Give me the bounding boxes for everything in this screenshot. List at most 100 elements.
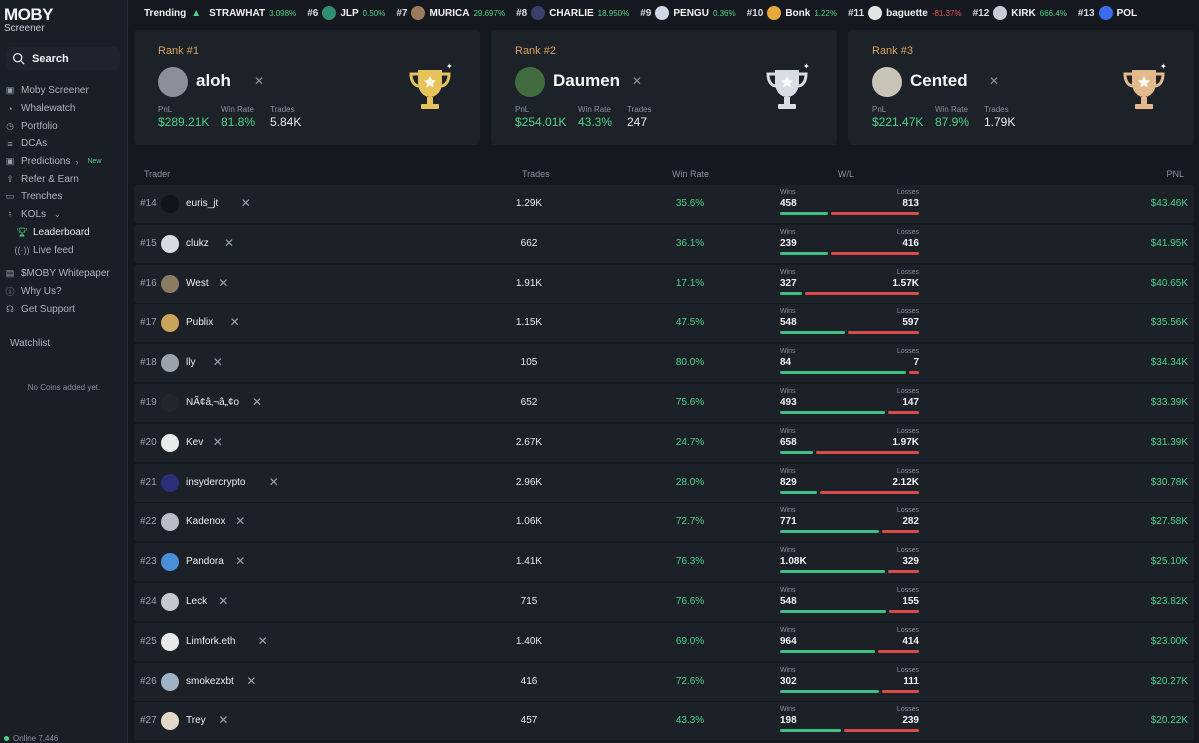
wins-value: 658 xyxy=(780,436,797,448)
sidebar-item-live-feed[interactable]: ((·)) Live feed xyxy=(0,241,128,259)
table-row[interactable]: #14 euris_jt ✕ 1.29K 35.6% Wins Losses 458 813 $4… xyxy=(134,185,1194,223)
sidebar-item-whitepaper[interactable]: ▤ $MOBY Whitepaper xyxy=(0,265,128,283)
header-pnl: PNL xyxy=(1166,169,1184,179)
sidebar-item-kols[interactable]: ♮ KOLs ⌄ xyxy=(0,206,128,224)
losses-label: Losses xyxy=(896,706,919,714)
table-row[interactable]: #18 lly ✕ 105 80.0% Wins Losses 84 7 $34.34K xyxy=(134,344,1194,383)
trader-name[interactable]: smokezxbt xyxy=(186,675,234,687)
card-trader-name[interactable]: Cented xyxy=(910,71,968,90)
sidebar-item-trenches[interactable]: ▭ Trenches xyxy=(0,188,128,206)
card-stat-pnl: PnL $221.47K xyxy=(872,105,923,129)
wl-bar: Wins Losses 548 155 xyxy=(780,587,919,617)
trader-name[interactable]: clukz xyxy=(186,237,209,249)
x-social-icon[interactable]: ✕ xyxy=(240,196,251,210)
top-trader-card-1[interactable]: Rank #1 aloh ✕ ✦ PnL $289.21K Win Rate 81.8% Tra… xyxy=(134,30,480,145)
ticker-change: 0.50% xyxy=(362,8,386,18)
row-win-rate: 24.7% xyxy=(675,436,705,448)
sidebar-item-why-us[interactable]: ⓘ Why Us? xyxy=(0,283,128,301)
stat-label: Trades xyxy=(984,105,1009,114)
ticker-item[interactable]: #7 MURICA 29.697% xyxy=(396,6,505,20)
token-avatar-icon xyxy=(1098,6,1113,20)
x-social-icon[interactable]: ✕ xyxy=(218,275,229,290)
sidebar-item-whalewatch[interactable]: ◔ Whalewatch xyxy=(0,100,128,118)
x-social-icon[interactable]: ✕ xyxy=(988,74,1000,88)
sidebar-item-dcas[interactable]: ≡ DCAs xyxy=(0,135,128,153)
trader-name[interactable]: Limfork.eth xyxy=(186,635,236,647)
x-social-icon[interactable]: ✕ xyxy=(218,713,229,728)
row-win-rate: 47.5% xyxy=(675,317,705,329)
ticker-item[interactable]: STRAWHAT 3.098% xyxy=(209,8,296,19)
table-row[interactable]: #27 Trey ✕ 457 43.3% Wins Losses 198 239 $20.22K xyxy=(134,702,1194,741)
x-social-icon[interactable]: ✕ xyxy=(257,633,268,648)
portfolio-icon: ◷ xyxy=(6,120,14,131)
x-social-icon[interactable]: ✕ xyxy=(268,474,279,489)
ticker-item[interactable]: #12 KIRK 666.4% xyxy=(973,6,1067,20)
table-row[interactable]: #25 Limfork.eth ✕ 1.40K 69.0% Wins Losses 964 41… xyxy=(134,622,1194,661)
trader-name[interactable]: insydercrypto xyxy=(186,476,246,488)
card-trader-name[interactable]: Daumen xyxy=(553,71,621,90)
trader-name[interactable]: West xyxy=(186,277,209,289)
x-social-icon[interactable]: ✕ xyxy=(252,395,263,409)
app-logo[interactable]: MOBY Screener xyxy=(4,6,54,34)
table-row[interactable]: #23 Pandora ✕ 1.41K 76.3% Wins Losses 1.08K 329 $… xyxy=(134,543,1194,582)
x-social-icon[interactable]: ✕ xyxy=(235,514,246,529)
ticker-item[interactable]: #6 JLP 0.50% xyxy=(307,6,385,20)
table-row[interactable]: #24 Leck ✕ 715 76.6% Wins Losses 548 155 $23.82K xyxy=(134,583,1194,621)
top-trader-card-2[interactable]: Rank #2 Daumen ✕ ✦ PnL $254.01K Win Rate 43.3% T… xyxy=(491,30,837,145)
x-social-icon[interactable]: ✕ xyxy=(212,355,223,370)
trader-name[interactable]: lly xyxy=(186,357,196,369)
svg-text:✦: ✦ xyxy=(446,62,453,71)
trader-name[interactable]: Kev xyxy=(186,436,204,448)
x-social-icon[interactable]: ✕ xyxy=(253,74,265,88)
losses-bar xyxy=(882,530,919,534)
wl-bar: Wins Losses 771 282 xyxy=(780,507,919,537)
top-trader-card-3[interactable]: Rank #3 Cented ✕ ✦ PnL $221.47K Win Rate 87.9% T… xyxy=(848,30,1194,145)
trending-ticker: Trending ▲ STRAWHAT 3.098% #6 JLP 0.50% #7 MUR… xyxy=(129,0,1199,26)
table-row[interactable]: #17 Publix ✕ 1.15K 47.5% Wins Losses 548 597 $35.… xyxy=(134,304,1194,343)
ticker-item[interactable]: #8 CHARLIE 18.950% xyxy=(516,6,629,20)
trader-name[interactable]: Pandora xyxy=(186,556,224,568)
row-rank: #21 xyxy=(140,476,157,488)
ticker-item[interactable]: #11 baguette -81.37% xyxy=(848,6,962,20)
wl-bar: Wins Losses 302 111 xyxy=(780,667,919,697)
ticker-item[interactable]: #9 PENGU 0.36% xyxy=(640,6,736,20)
sidebar-item-refer-earn[interactable]: ⇪ Refer & Earn xyxy=(0,170,128,188)
trader-avatar xyxy=(161,672,179,691)
ticker-item[interactable]: #13 POL xyxy=(1078,6,1137,20)
table-row[interactable]: #16 West ✕ 1.91K 17.1% Wins Losses 327 1.57K $40.… xyxy=(134,264,1194,303)
trader-name[interactable]: Trey xyxy=(186,715,206,727)
x-social-icon[interactable]: ✕ xyxy=(246,673,257,688)
trader-name[interactable]: NÃ¢â‚¬â„¢o xyxy=(186,397,240,408)
search-button[interactable]: Search xyxy=(6,47,120,70)
x-social-icon[interactable]: ✕ xyxy=(229,315,240,330)
x-social-icon[interactable]: ✕ xyxy=(631,74,643,88)
row-win-rate: 35.6% xyxy=(675,198,705,209)
trader-name[interactable]: Publix xyxy=(186,317,214,329)
table-row[interactable]: #22 Kadenox ✕ 1.06K 72.7% Wins Losses 771 282 $27… xyxy=(134,503,1194,542)
ticker-name: JLP xyxy=(340,7,359,19)
dca-icon: ≡ xyxy=(7,138,13,149)
sidebar-item-predictions[interactable]: ▣ Predictions › New xyxy=(0,153,128,171)
x-social-icon[interactable]: ✕ xyxy=(224,235,235,250)
card-trader-name[interactable]: aloh xyxy=(196,71,231,90)
table-row[interactable]: #19 NÃ¢â‚¬â„¢o ✕ 652 75.6% Wins Losses 493 147 $3… xyxy=(134,384,1194,422)
online-dot-icon xyxy=(4,736,9,741)
table-row[interactable]: #15 clukz ✕ 662 36.1% Wins Losses 239 416 $41.95K xyxy=(134,224,1194,263)
table-row[interactable]: #21 insydercrypto ✕ 2.96K 28.0% Wins Losses 829… xyxy=(134,463,1194,502)
sidebar-item-portfolio[interactable]: ◷ Portfolio xyxy=(0,117,128,135)
wl-bar: Wins Losses 658 1.97K xyxy=(780,428,919,458)
sidebar-item-get-support[interactable]: ☊ Get Support xyxy=(0,300,128,318)
sidebar-item-leaderboard[interactable]: 🏆︎ Leaderboard xyxy=(0,224,128,242)
wins-bar xyxy=(780,530,879,534)
x-social-icon[interactable]: ✕ xyxy=(218,594,229,608)
table-row[interactable]: #26 smokezxbt ✕ 416 72.6% Wins Losses 302 111 $20… xyxy=(134,662,1194,701)
x-social-icon[interactable]: ✕ xyxy=(212,434,223,449)
ticker-item[interactable]: #10 Bonk 1.22% xyxy=(747,6,837,20)
sidebar-item-moby-screener[interactable]: ▣ Moby Screener xyxy=(0,82,128,100)
trader-name[interactable]: euris_jt xyxy=(186,198,219,209)
table-row[interactable]: #20 Kev ✕ 2.67K 24.7% Wins Losses 658 1.97K $31.3… xyxy=(134,423,1194,462)
trader-name[interactable]: Kadenox xyxy=(186,516,226,528)
x-social-icon[interactable]: ✕ xyxy=(235,554,246,569)
row-pnl: $43.46K xyxy=(1150,198,1188,209)
trader-name[interactable]: Leck xyxy=(186,596,208,607)
